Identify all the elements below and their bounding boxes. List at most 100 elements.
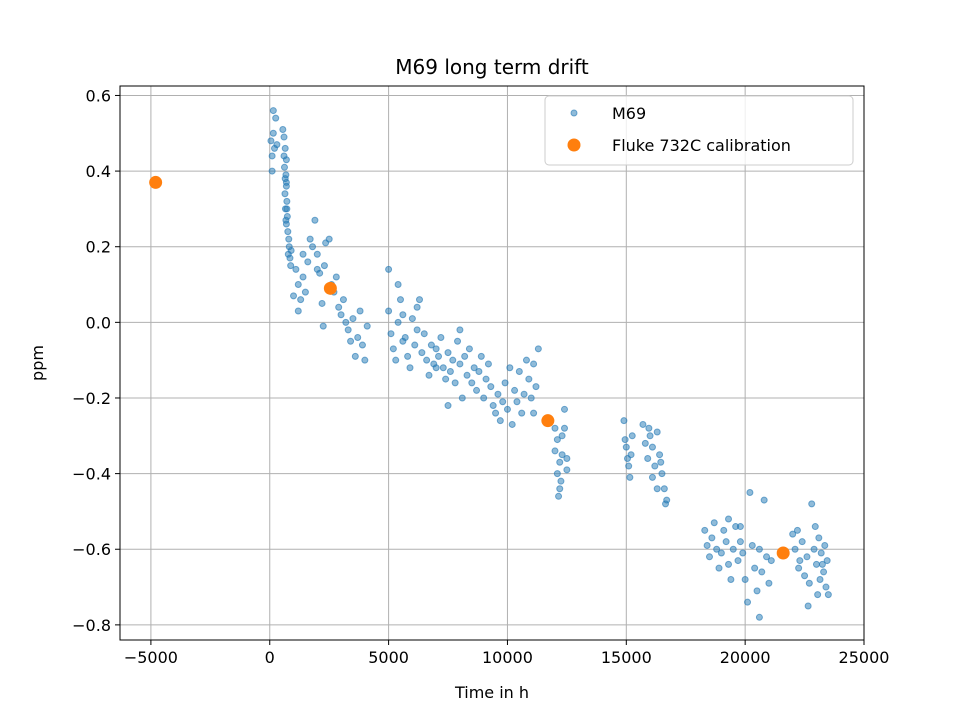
m69-data-point	[656, 451, 664, 459]
m69-data-point	[335, 303, 343, 311]
m69-data-point	[532, 383, 540, 391]
y-tick-label: 0.2	[86, 238, 111, 257]
m69-data-point	[477, 352, 485, 360]
m69-data-point	[394, 281, 402, 289]
m69-data-point	[646, 432, 654, 440]
m69-data-point	[399, 311, 407, 319]
x-tick-label: 15000	[601, 648, 652, 667]
m69-data-point	[363, 322, 371, 330]
m69-data-point	[456, 360, 464, 368]
m69-data-point	[294, 281, 302, 289]
m69-data-point	[820, 568, 828, 576]
m69-data-point	[651, 462, 659, 470]
x-tick-label: 5000	[368, 648, 409, 667]
m69-data-point	[551, 447, 559, 455]
legend-marker-calibration	[567, 138, 581, 152]
calibration-data-point	[323, 281, 337, 295]
m69-data-point	[621, 436, 629, 444]
m69-data-point	[392, 356, 400, 364]
m69-data-point	[645, 424, 653, 432]
m69-data-point	[313, 250, 321, 258]
m69-data-point	[810, 545, 818, 553]
m69-data-point	[282, 216, 290, 224]
m69-data-point	[822, 583, 830, 591]
m69-data-point	[354, 333, 362, 341]
x-tick-label: 25000	[839, 648, 890, 667]
m69-data-point	[484, 360, 492, 368]
calibration-data-point	[541, 414, 555, 428]
m69-data-point	[475, 368, 483, 376]
m69-data-point	[413, 326, 421, 334]
m69-data-point	[320, 262, 328, 270]
m69-data-point	[351, 352, 359, 360]
m69-data-point	[755, 613, 763, 621]
m69-data-point	[727, 575, 735, 583]
axes-frame	[119, 85, 865, 641]
m69-data-point	[332, 273, 340, 281]
m69-data-point	[468, 379, 476, 387]
m69-data-point	[406, 364, 414, 372]
m69-data-point	[413, 303, 421, 311]
m69-data-point	[814, 591, 822, 599]
legend-marker-m69	[570, 109, 578, 117]
m69-data-point	[446, 368, 454, 376]
m69-data-point	[281, 144, 289, 152]
m69-data-point	[811, 523, 819, 531]
m69-data-point	[290, 292, 298, 300]
m69-data-point	[416, 296, 424, 304]
m69-data-point	[703, 541, 711, 549]
m69-data-point	[442, 375, 450, 383]
m69-data-point	[513, 398, 521, 406]
m69-data-point	[506, 364, 514, 372]
m69-data-point	[501, 379, 509, 387]
m69-data-point	[272, 114, 280, 122]
m69-data-point	[482, 375, 490, 383]
m69-data-point	[660, 485, 668, 493]
m69-data-point	[560, 424, 568, 432]
m69-data-point	[279, 125, 287, 133]
m69-data-point	[487, 383, 495, 391]
m69-data-point	[458, 394, 466, 402]
m69-data-point	[418, 349, 426, 357]
m69-data-point	[408, 315, 416, 323]
y-tick-label: −0.6	[72, 540, 111, 559]
tick-layer: −5000 0 5000 10000 15000 20000 25000 −0.8 −0.6 −0…	[72, 86, 889, 667]
m69-data-point	[804, 602, 812, 610]
m69-data-point	[299, 250, 307, 258]
m69-data-point	[444, 402, 452, 410]
m69-data-point	[741, 575, 749, 583]
m69-data-point	[281, 175, 289, 183]
m69-data-point	[454, 337, 462, 345]
m69-data-point	[337, 311, 345, 319]
m69-data-point	[339, 296, 347, 304]
m69-data-point	[555, 492, 563, 500]
x-tick-label: 10000	[482, 648, 533, 667]
m69-data-point	[385, 307, 393, 315]
m69-data-point	[739, 549, 747, 557]
m69-data-point	[425, 371, 433, 379]
m69-data-point	[622, 443, 630, 451]
m69-data-point	[701, 526, 709, 534]
m69-data-point	[748, 541, 756, 549]
m69-data-point	[451, 379, 459, 387]
m69-data-point	[662, 500, 670, 508]
m69-data-point	[461, 352, 469, 360]
m69-data-point	[427, 341, 435, 349]
m69-data-point	[463, 371, 471, 379]
m69-data-point	[439, 364, 447, 372]
m69-data-point	[280, 152, 288, 160]
m69-data-point	[823, 557, 831, 565]
m69-data-point	[720, 526, 728, 534]
m69-data-point	[508, 420, 516, 428]
m69-data-point	[287, 262, 295, 270]
m69-data-point	[435, 352, 443, 360]
m69-data-point	[299, 273, 307, 281]
m69-data-point	[515, 368, 523, 376]
series-calibration	[149, 175, 790, 560]
series-layer	[149, 107, 832, 621]
m69-data-point	[657, 458, 665, 466]
calibration-data-point	[776, 546, 790, 560]
m69-data-point	[803, 553, 811, 561]
m69-data-point	[287, 246, 295, 254]
